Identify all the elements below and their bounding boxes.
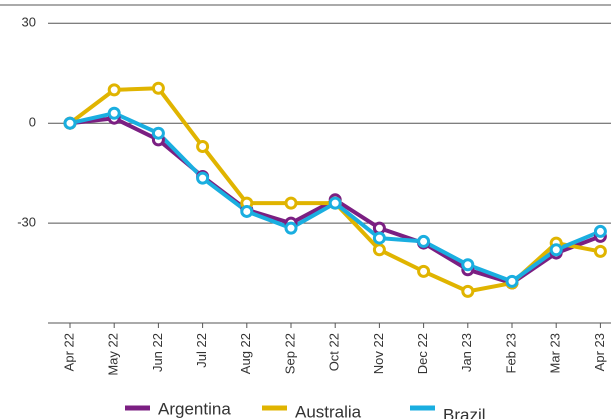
x-tick-label: Apr 23 xyxy=(592,333,607,371)
point xyxy=(593,244,607,258)
y-tick-label: 30 xyxy=(22,15,36,30)
point xyxy=(196,171,210,185)
x-tick-label: Oct 22 xyxy=(327,333,342,371)
x-tick-label: Jul 22 xyxy=(194,333,209,368)
x-tick-label: Aug 22 xyxy=(238,333,253,374)
point xyxy=(549,243,563,257)
point xyxy=(372,231,386,245)
y-tick-label: -30 xyxy=(17,215,36,230)
x-tick-label: Mar 23 xyxy=(548,333,563,373)
point xyxy=(328,196,342,210)
point xyxy=(240,204,254,218)
x-tick-label: Dec 22 xyxy=(415,333,430,374)
legend-label: Australia xyxy=(295,402,362,419)
point xyxy=(107,106,121,120)
point xyxy=(284,196,298,210)
point xyxy=(461,258,475,272)
legend: Argentina Australia Brazil xyxy=(125,399,486,419)
series-line xyxy=(68,86,601,294)
x-tick-label: Sep 22 xyxy=(282,333,297,374)
point xyxy=(196,140,210,154)
point xyxy=(593,224,607,238)
point xyxy=(284,221,298,235)
point xyxy=(151,126,165,140)
point xyxy=(417,234,431,248)
legend-label: Brazil xyxy=(443,405,486,419)
x-tick-label: May 22 xyxy=(106,333,121,376)
x-tick-label: Jan 23 xyxy=(459,333,474,372)
x-tick-label: Nov 22 xyxy=(371,333,386,374)
point xyxy=(461,284,475,298)
x-tick-label: Jun 22 xyxy=(150,333,165,372)
y-tick-label: 0 xyxy=(29,115,36,130)
point xyxy=(372,243,386,257)
point xyxy=(63,116,77,130)
point xyxy=(505,274,519,288)
legend-label: Argentina xyxy=(158,399,231,418)
x-tick-label: Feb 23 xyxy=(503,333,518,373)
point xyxy=(417,264,431,278)
x-tick-label: Apr 22 xyxy=(61,333,76,371)
point xyxy=(107,83,121,97)
point xyxy=(151,81,165,95)
